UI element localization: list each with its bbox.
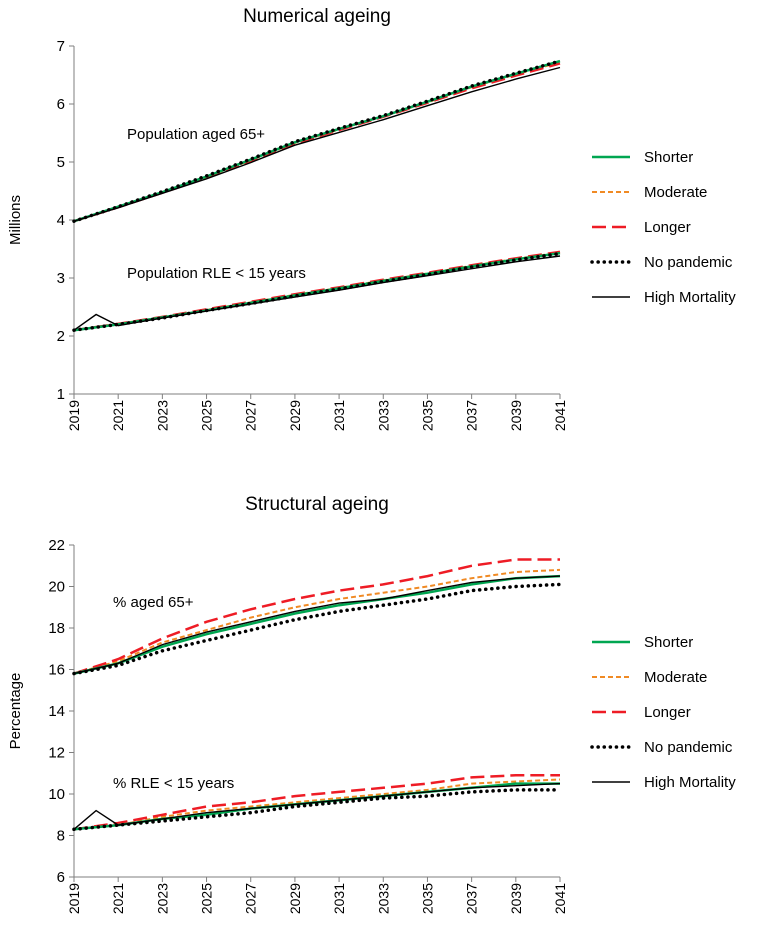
series-group-annotation: Population RLE < 15 years xyxy=(127,265,306,282)
y-tick-label: 4 xyxy=(57,212,65,229)
y-tick-label: 3 xyxy=(57,270,65,287)
series-group-annotation: Population aged 65+ xyxy=(127,126,265,143)
y-tick-label: 22 xyxy=(48,537,65,554)
series-line-high-mortality xyxy=(73,575,561,675)
legend-label: Moderate xyxy=(644,184,707,201)
y-tick-label: 6 xyxy=(57,96,65,113)
x-tick-label: 2041 xyxy=(552,400,568,431)
series-line-moderate xyxy=(73,778,561,831)
series-group-annotation: % aged 65+ xyxy=(113,594,194,611)
x-tick-label: 2029 xyxy=(287,883,303,914)
x-tick-label: 2037 xyxy=(464,883,480,914)
chart-title: Structural ageing xyxy=(245,494,389,515)
x-tick-label: 2039 xyxy=(508,883,524,914)
y-tick-label: 6 xyxy=(57,869,65,886)
chart-1: Numerical ageing Millions 1 2 3 4 5 6 7 2019 2021 2… xyxy=(7,6,736,431)
y-tick-label: 14 xyxy=(48,703,65,720)
series-line-no-pandemic xyxy=(72,582,562,676)
series-line-moderate xyxy=(73,568,561,675)
legend-label: Shorter xyxy=(644,149,693,166)
series-line-high-mortality xyxy=(73,66,561,222)
x-tick-label: 2031 xyxy=(331,883,347,914)
x-tick-label: 2025 xyxy=(199,883,215,914)
y-tick-label: 18 xyxy=(48,620,65,637)
x-tick-label: 2027 xyxy=(243,883,259,914)
legend-label: High Mortality xyxy=(644,289,736,306)
y-tick-label: 20 xyxy=(48,579,65,596)
x-tick-label: 2027 xyxy=(243,400,259,431)
y-tick-label: 8 xyxy=(57,828,65,845)
x-tick-label: 2019 xyxy=(66,883,82,914)
legend-label: Longer xyxy=(644,704,691,721)
series-group-annotation: % RLE < 15 years xyxy=(113,775,234,792)
series-line-no-pandemic xyxy=(72,59,562,223)
y-axis-label: Percentage xyxy=(7,673,24,750)
legend-label: Moderate xyxy=(644,669,707,686)
y-tick-label: 10 xyxy=(48,786,65,803)
legend-label: Longer xyxy=(644,219,691,236)
x-tick-label: 2033 xyxy=(375,883,391,914)
x-tick-label: 2037 xyxy=(464,400,480,431)
legend-label: High Mortality xyxy=(644,774,736,791)
x-tick-label: 2025 xyxy=(199,400,215,431)
x-tick-label: 2035 xyxy=(419,883,435,914)
series-line-shorter xyxy=(73,574,561,675)
y-tick-label: 16 xyxy=(48,662,65,679)
x-tick-label: 2023 xyxy=(154,883,170,914)
legend-label: Shorter xyxy=(644,634,693,651)
y-tick-label: 7 xyxy=(57,38,65,55)
x-tick-label: 2035 xyxy=(419,400,435,431)
x-tick-label: 2019 xyxy=(66,400,82,431)
series-line-no-pandemic xyxy=(72,251,562,332)
y-axis-label: Millions xyxy=(7,195,24,245)
x-tick-label: 2021 xyxy=(110,400,126,431)
legend-label: No pandemic xyxy=(644,739,733,756)
y-tick-label: 2 xyxy=(57,328,65,345)
series-line-longer xyxy=(73,774,560,831)
y-tick-label: 12 xyxy=(48,745,65,762)
x-tick-label: 2041 xyxy=(552,883,568,914)
series-line-longer xyxy=(73,558,560,675)
x-tick-label: 2021 xyxy=(110,883,126,914)
x-tick-label: 2023 xyxy=(154,400,170,431)
chart-2: Structural ageing Percentage 6 8 10 12 14 16 18 2… xyxy=(7,494,736,914)
y-tick-label: 1 xyxy=(57,386,65,403)
x-tick-label: 2031 xyxy=(331,400,347,431)
x-tick-label: 2033 xyxy=(375,400,391,431)
x-tick-label: 2029 xyxy=(287,400,303,431)
chart-title: Numerical ageing xyxy=(243,6,391,27)
legend-label: No pandemic xyxy=(644,254,733,271)
series-line-no-pandemic xyxy=(72,788,562,832)
y-tick-label: 5 xyxy=(57,154,65,171)
x-tick-label: 2039 xyxy=(508,400,524,431)
